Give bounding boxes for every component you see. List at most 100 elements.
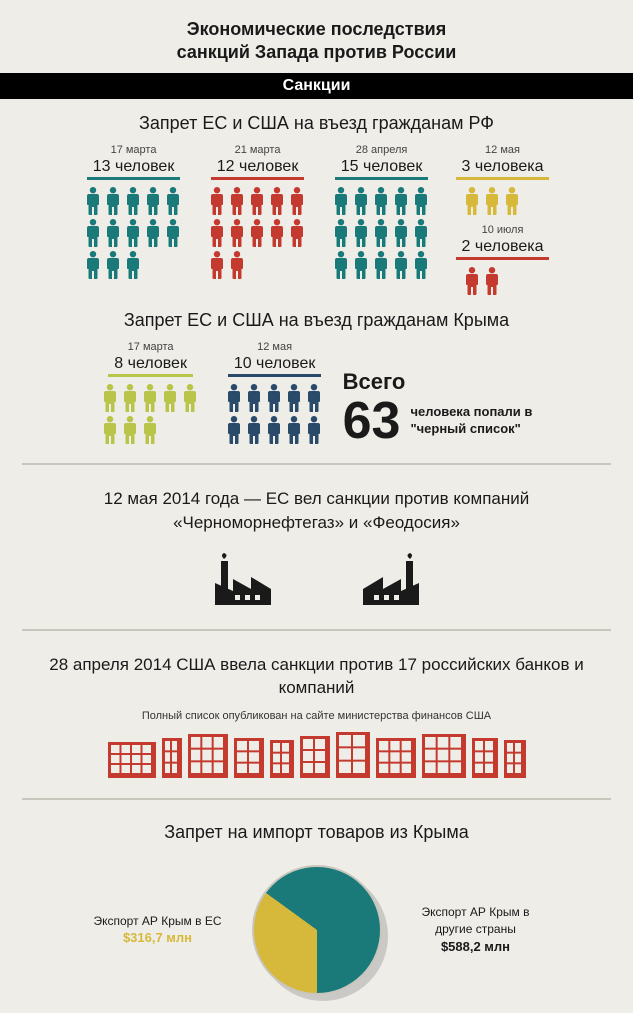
person-icon xyxy=(141,383,159,413)
divider-2 xyxy=(22,629,611,631)
person-icon xyxy=(412,250,430,280)
person-icon xyxy=(124,186,142,216)
total-number: 63 xyxy=(343,395,401,447)
person-icon xyxy=(228,250,246,280)
people-grid xyxy=(332,186,432,280)
person-icon xyxy=(412,218,430,248)
person-icon xyxy=(265,415,283,445)
person-icon xyxy=(372,218,390,248)
pie-body xyxy=(252,865,382,995)
person-icon xyxy=(268,186,286,216)
person-icon xyxy=(181,383,199,413)
people-group: 12 мая 3 человека xyxy=(456,144,550,216)
group-date: 10 июля xyxy=(482,224,524,236)
group-date: 21 марта xyxy=(235,144,281,156)
person-icon xyxy=(268,218,286,248)
building-icon xyxy=(188,734,228,778)
person-icon xyxy=(248,186,266,216)
person-icon xyxy=(121,415,139,445)
total-block: Всего 63 человека попали в "черный списо… xyxy=(343,341,533,447)
pie-right-label: Экспорт АР Крым в другие страны $588,2 м… xyxy=(406,904,546,956)
person-icon xyxy=(305,415,323,445)
person-icon xyxy=(352,218,370,248)
person-icon xyxy=(372,250,390,280)
group-count-label: 3 человека xyxy=(456,158,550,180)
pie-left-amount: $316,7 млн xyxy=(88,929,228,947)
person-icon xyxy=(84,186,102,216)
building-icon xyxy=(472,738,498,778)
group-date: 12 мая xyxy=(485,144,520,156)
person-icon xyxy=(392,218,410,248)
section5-heading: Запрет на импорт товаров из Крыма xyxy=(0,816,633,853)
building-icon xyxy=(504,740,526,778)
infographic-root: Экономические последствия санкций Запада… xyxy=(0,0,633,1013)
people-group: 17 марта 13 человек xyxy=(84,144,184,296)
person-icon xyxy=(124,250,142,280)
total-tail-2: "черный список" xyxy=(410,421,532,438)
main-title: Экономические последствия санкций Запада… xyxy=(0,18,633,73)
person-icon xyxy=(332,250,350,280)
building-icon xyxy=(422,734,466,778)
divider-3 xyxy=(22,798,611,800)
person-icon xyxy=(164,218,182,248)
pie-left-text: Экспорт АР Крым в ЕС xyxy=(88,913,228,930)
person-icon xyxy=(144,218,162,248)
section1-heading: Запрет ЕС и США на въезд гражданам РФ xyxy=(0,99,633,144)
total-tail-1: человека попали в xyxy=(410,404,532,421)
buildings-row xyxy=(0,722,633,782)
person-icon xyxy=(161,383,179,413)
building-icon xyxy=(162,738,182,778)
people-group: 10 июля 2 человека xyxy=(456,224,550,296)
group-count-label: 12 человек xyxy=(211,158,305,180)
group-date: 17 марта xyxy=(111,144,157,156)
building-icon xyxy=(336,732,370,778)
pie-right-text: Экспорт АР Крым в другие страны xyxy=(406,904,546,938)
person-icon xyxy=(245,415,263,445)
group-count-label: 15 человек xyxy=(335,158,429,180)
people-grid xyxy=(463,266,543,296)
person-icon xyxy=(84,250,102,280)
person-icon xyxy=(392,250,410,280)
person-icon xyxy=(352,186,370,216)
person-icon xyxy=(124,218,142,248)
people-grid xyxy=(84,186,184,280)
person-icon xyxy=(225,415,243,445)
person-icon xyxy=(101,415,119,445)
section2-heading: Запрет ЕС и США на въезд гражданам Крыма xyxy=(0,296,633,341)
person-icon xyxy=(288,186,306,216)
factory-icon xyxy=(357,553,419,607)
people-group: 17 марта 8 человек xyxy=(101,341,201,445)
people-group: 12 мая 10 человек xyxy=(225,341,325,445)
building-icon xyxy=(376,738,416,778)
people-grid xyxy=(208,186,308,280)
group-count-label: 13 человек xyxy=(87,158,181,180)
person-icon xyxy=(372,186,390,216)
title-line-2: санкций Запада против России xyxy=(177,42,457,62)
person-icon xyxy=(483,266,501,296)
group-date: 17 марта xyxy=(128,341,174,353)
group-count-label: 8 человек xyxy=(108,355,193,377)
person-icon xyxy=(288,218,306,248)
pie-left-label: Экспорт АР Крым в ЕС $316,7 млн xyxy=(88,913,228,948)
person-icon xyxy=(141,415,159,445)
person-icon xyxy=(245,383,263,413)
divider-1 xyxy=(22,463,611,465)
person-icon xyxy=(285,383,303,413)
person-icon xyxy=(208,186,226,216)
group-date: 12 мая xyxy=(257,341,292,353)
person-icon xyxy=(265,383,283,413)
person-icon xyxy=(101,383,119,413)
person-icon xyxy=(463,266,481,296)
sanctions-band: Санкции xyxy=(0,73,633,99)
people-group: 21 марта 12 человек xyxy=(208,144,308,296)
person-icon xyxy=(104,186,122,216)
building-icon xyxy=(234,738,264,778)
pie-section: Экспорт АР Крым в ЕС $316,7 млн Экспорт … xyxy=(0,853,633,1013)
stacked-groups: 12 мая 3 человека 10 июля 2 человека xyxy=(456,144,550,296)
person-icon xyxy=(104,218,122,248)
building-icon xyxy=(108,742,156,778)
group-count-label: 2 человека xyxy=(456,238,550,260)
factory-icon xyxy=(215,553,277,607)
group-count-label: 10 человек xyxy=(228,355,322,377)
person-icon xyxy=(248,218,266,248)
